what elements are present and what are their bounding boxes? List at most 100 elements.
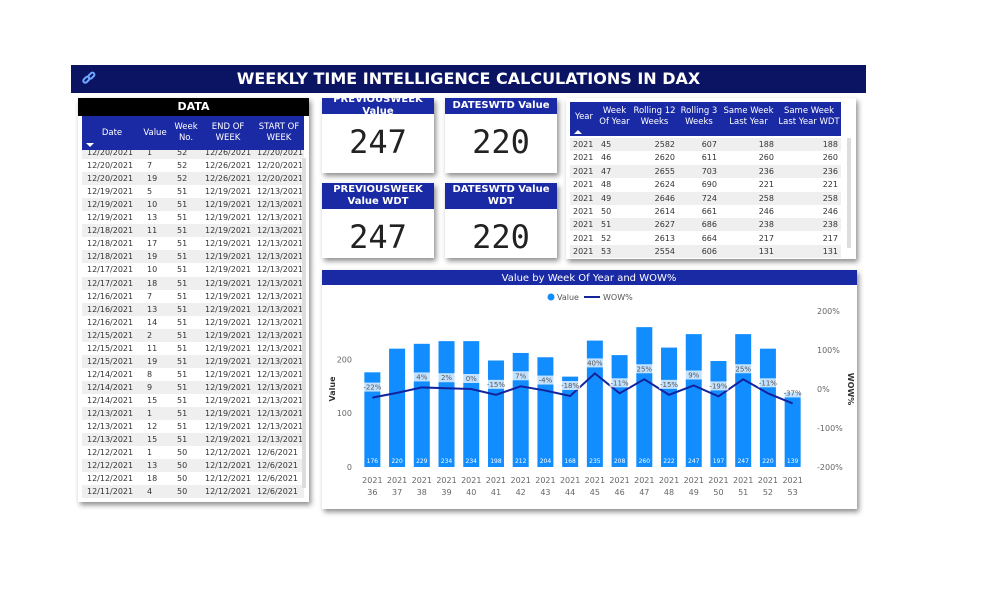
bar-label: 234: [441, 458, 453, 465]
cell: 2021: [573, 207, 594, 216]
x-tick-label: 2021: [436, 476, 456, 485]
cell: 18: [147, 474, 158, 484]
cell: 52: [601, 233, 612, 243]
row-bg: [82, 185, 304, 199]
label-bg: [411, 372, 432, 382]
chart-title: Value by Week Of Year and WOW%: [502, 273, 677, 284]
cell: 12/19/2021: [205, 356, 252, 366]
x-tick-label: 44: [565, 488, 575, 497]
x-tick-label: 2021: [486, 476, 506, 485]
cell: 12/13/2021: [257, 291, 304, 301]
y-axis-title: Value: [328, 376, 337, 402]
cell: 236: [758, 166, 774, 176]
cell: 51: [177, 278, 188, 288]
cell: 188: [758, 140, 774, 149]
x-tick-label: 2021: [758, 476, 778, 485]
label-bg: [757, 378, 778, 388]
cell: 12/20/2021: [257, 161, 304, 171]
x-tick-label: 40: [466, 488, 476, 497]
x-tick-label: 2021: [659, 476, 679, 485]
cell: 12/16/2021: [87, 291, 134, 301]
x-tick-label: 2021: [609, 476, 629, 485]
label-bg: [609, 378, 630, 388]
cell: 12/19/2021: [205, 187, 252, 197]
cell: 51: [177, 239, 188, 249]
line-label: -11%: [759, 379, 777, 387]
x-tick-label: 50: [713, 488, 723, 497]
cell: 15: [147, 435, 158, 445]
cell: 12/13/2021: [257, 317, 304, 327]
cell: 12/13/2021: [257, 409, 304, 418]
cell: 2613: [654, 233, 675, 243]
cell: 188: [822, 140, 838, 149]
row-bg: [570, 231, 841, 245]
row-bg: [82, 472, 304, 486]
cell: 12/13/2021: [87, 409, 134, 418]
bar: [636, 327, 653, 467]
cell: 51: [601, 220, 612, 230]
bar-label: 176: [367, 458, 379, 465]
y-tick-label: 100: [337, 409, 352, 418]
label-bg: [560, 381, 581, 391]
bar-label: 139: [787, 458, 799, 465]
bar: [389, 348, 406, 467]
cell: 52: [177, 150, 188, 157]
cell: 1: [147, 150, 153, 157]
cell: 12/18/2021: [87, 239, 134, 249]
table-title: DATA: [78, 98, 309, 116]
cell: 2021: [573, 180, 594, 190]
bar: [685, 334, 702, 467]
cell: 50: [177, 487, 188, 497]
cell: 18: [147, 278, 158, 288]
line-label: -19%: [709, 382, 727, 390]
x-tick-label: 53: [788, 488, 798, 497]
cell: 12/12/2021: [205, 487, 252, 497]
title: WEEKLY TIME INTELLIGENCE CALCULATIONS IN…: [236, 69, 701, 88]
row-bg: [82, 276, 304, 290]
line-label: 9%: [688, 371, 699, 379]
cell: 238: [822, 220, 838, 230]
cell: 661: [701, 207, 717, 216]
label-bg: [535, 375, 556, 385]
cell: 12/6/2021: [257, 487, 299, 497]
label-bg: [733, 364, 754, 374]
cell: 51: [177, 187, 188, 197]
line-label: -4%: [539, 377, 553, 385]
cell: 51: [177, 226, 188, 236]
cell: 12/13/2021: [87, 435, 134, 445]
cell: 12/12/2021: [87, 448, 134, 458]
cell: 2614: [654, 207, 675, 216]
cell: 246: [822, 207, 838, 216]
cell: 51: [177, 356, 188, 366]
label-bg: [436, 373, 457, 383]
x-tick-label: 46: [614, 488, 624, 497]
bar: [413, 343, 430, 467]
card-value: 220: [472, 218, 530, 256]
cell: 217: [822, 233, 838, 243]
cell: 12/14/2021: [87, 369, 134, 379]
x-tick-label: 2021: [585, 476, 605, 485]
row-bg: [570, 138, 841, 151]
line-label: -18%: [561, 382, 579, 390]
cell: 12/16/2021: [87, 317, 134, 327]
cell: 2646: [654, 193, 675, 203]
cell: 10: [147, 265, 158, 275]
label-bg: [584, 358, 605, 368]
cell: 10: [147, 200, 158, 210]
cell: 12/26/2021: [205, 161, 252, 171]
cell: 2021: [573, 140, 594, 149]
bar-label: 234: [466, 458, 478, 465]
cell: 12/12/2021: [205, 448, 252, 458]
cell: 12/13/2021: [257, 252, 304, 262]
cell: 7: [147, 291, 153, 301]
kpi-card: PREVIOUSWEEK Value WDT 247: [322, 183, 434, 258]
label-bg: [485, 379, 506, 389]
y2-tick-label: 100%: [817, 346, 840, 355]
bar: [661, 347, 678, 467]
line-label: -37%: [784, 389, 802, 397]
column-header: Rolling 12 Weeks: [633, 106, 676, 127]
y2-axis-title: WOW%: [846, 373, 855, 405]
cell: 2021: [573, 166, 594, 176]
cell: 611: [701, 153, 717, 163]
cell: 12/13/2021: [257, 213, 304, 223]
